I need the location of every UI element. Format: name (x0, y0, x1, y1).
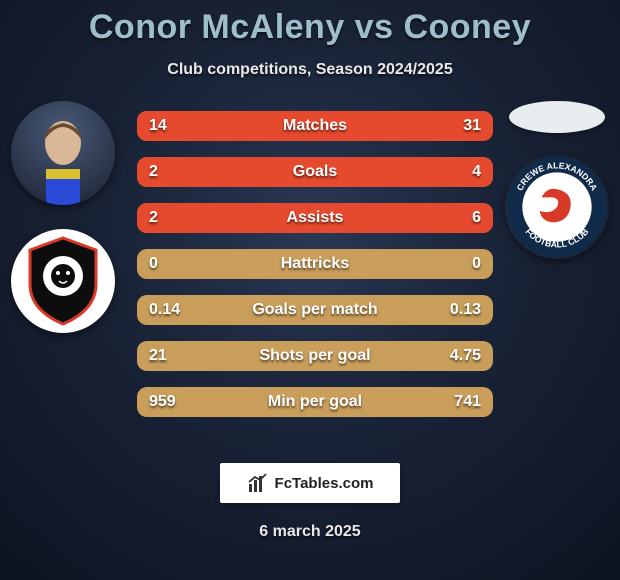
stat-value-right: 6 (472, 203, 481, 233)
stat-label: Hattricks (137, 249, 493, 279)
stat-value-left: 0.14 (149, 295, 180, 325)
subtitle: Club competitions, Season 2024/2025 (0, 61, 620, 79)
page-title: Conor McAleny vs Cooney (0, 0, 620, 47)
left-column (8, 101, 118, 333)
stat-value-left: 21 (149, 341, 167, 371)
chart-icon (247, 472, 269, 494)
lion-eye (56, 271, 60, 275)
player-silhouette-icon (28, 115, 98, 205)
club-crest-left-icon (24, 236, 102, 326)
stat-bars: Matches1431Goals24Assists26Hattricks00Go… (137, 111, 493, 417)
stat-label: Goals (137, 157, 493, 187)
stat-value-left: 2 (149, 157, 158, 187)
club-badge-right: CREWE ALEXANDRA FOOTBALL CLUB (505, 155, 609, 259)
country-flag-right (509, 101, 605, 133)
stat-row: Goals2 4 (137, 157, 493, 187)
stat-value-left: 0 (149, 249, 158, 279)
club-badge-left (11, 229, 115, 333)
stat-value-right: 4.75 (450, 341, 481, 371)
stat-value-right: 0 (472, 249, 481, 279)
stat-value-right: 0.13 (450, 295, 481, 325)
stat-value-right: 31 (463, 111, 481, 141)
stat-value-right: 741 (454, 387, 481, 417)
content: Conor McAleny vs Cooney Club competition… (0, 0, 620, 580)
stat-label: Matches (137, 111, 493, 141)
stat-label: Min per goal (137, 387, 493, 417)
stat-value-left: 2 (149, 203, 158, 233)
stat-row: Hattricks0 0 (137, 249, 493, 279)
stat-label: Shots per goal (137, 341, 493, 371)
stat-row: Matches14 31 (137, 111, 493, 141)
lion-face (51, 264, 75, 288)
stat-row: Min per goal959 741 (137, 387, 493, 417)
stat-row: Shots per goal21 4.75 (137, 341, 493, 371)
stat-label: Assists (137, 203, 493, 233)
player-photo-left (11, 101, 115, 205)
stat-value-right: 4 (472, 157, 481, 187)
stat-label: Goals per match (137, 295, 493, 325)
stat-value-left: 14 (149, 111, 167, 141)
right-column: CREWE ALEXANDRA FOOTBALL CLUB (502, 101, 612, 259)
stat-value-left: 959 (149, 387, 176, 417)
source-logo-text: FcTables.com (275, 475, 374, 492)
stat-row: Assists2 6 (137, 203, 493, 233)
lion-eye (66, 271, 70, 275)
source-logo: FcTables.com (220, 463, 400, 503)
date: 6 march 2025 (0, 523, 620, 541)
comparison-area: CREWE ALEXANDRA FOOTBALL CLUB Matches14 3… (0, 101, 620, 441)
stat-row: Goals per match0.14 0.13 (137, 295, 493, 325)
club-crest-right-icon: CREWE ALEXANDRA FOOTBALL CLUB (505, 153, 609, 261)
